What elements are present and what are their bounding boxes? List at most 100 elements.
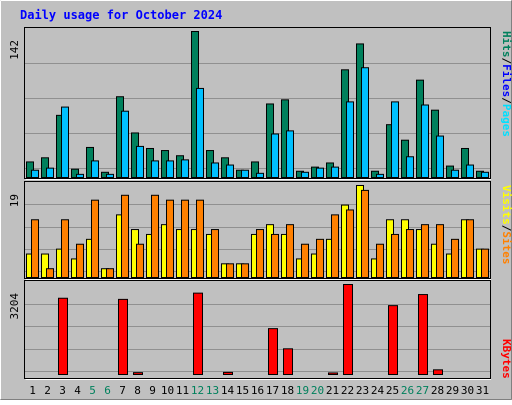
hits-panel-legend: Hits/Files/Pages (500, 31, 512, 137)
x-tick-label: 2 (44, 384, 51, 397)
hits-panel-ymax-label: 142 (8, 40, 21, 60)
x-tick-label: 24 (371, 384, 385, 397)
bar-files (466, 164, 474, 178)
bar-files (241, 169, 249, 178)
bar-files (61, 106, 69, 178)
bar-files (226, 164, 234, 178)
legend-item: Sites (500, 231, 512, 264)
bar-sites (211, 229, 219, 278)
x-tick-label: 16 (251, 384, 264, 397)
x-tick-label: 7 (119, 384, 126, 397)
bar-sites (121, 194, 129, 278)
bar-sites (241, 263, 249, 279)
bar-files (136, 145, 144, 178)
bar-files (31, 169, 39, 178)
chart-title: Daily usage for October 2024 (20, 8, 222, 22)
x-tick-label: 14 (221, 384, 235, 397)
bar-kbytes (433, 369, 443, 376)
bar-kbytes (223, 371, 233, 376)
bar-files (256, 172, 264, 179)
bar-visits (41, 253, 49, 279)
bar-sites (436, 224, 444, 279)
bar-sites (106, 268, 114, 279)
x-tick-label: 20 (311, 384, 324, 397)
bar-kbytes (343, 284, 353, 375)
x-tick-label: 8 (134, 384, 141, 397)
x-tick-label: 29 (446, 384, 459, 397)
bar-hits (461, 147, 469, 178)
kbytes-panel-frame (24, 280, 491, 379)
bar-kbytes (283, 348, 293, 376)
x-tick-label: 12 (191, 384, 204, 397)
bar-files (166, 160, 174, 179)
bar-files (181, 159, 189, 178)
bar-sites (46, 268, 54, 279)
bar-sites (61, 219, 69, 278)
legend-separator: / (500, 97, 512, 104)
x-tick-label: 28 (431, 384, 444, 397)
x-tick-label: 17 (266, 384, 279, 397)
bar-files (151, 160, 159, 179)
legend-item: Pages (500, 104, 512, 137)
bar-kbytes (58, 297, 68, 375)
x-tick-label: 27 (416, 384, 429, 397)
x-tick-label: 21 (326, 384, 339, 397)
bar-sites (151, 194, 159, 278)
visits-panel-frame (24, 181, 491, 279)
kbytes-panel-ymax-label: 3204 (8, 293, 21, 320)
bar-sites (451, 238, 459, 278)
bar-sites (361, 189, 369, 278)
x-tick-label: 18 (281, 384, 294, 397)
bar-sites (376, 243, 384, 279)
x-tick-label: 5 (89, 384, 96, 397)
bar-files (331, 166, 339, 178)
bar-sites (181, 199, 189, 278)
bar-files (451, 169, 459, 178)
x-tick-label: 30 (461, 384, 474, 397)
bar-kbytes (193, 292, 203, 376)
bar-sites (166, 199, 174, 278)
bar-sites (256, 229, 264, 278)
x-tick-label: 10 (161, 384, 174, 397)
legend-item: Hits (500, 31, 512, 58)
legend-item: Visits (500, 185, 512, 225)
bar-sites (466, 219, 474, 278)
x-tick-label: 6 (104, 384, 111, 397)
kbytes-panel-legend: KBytes (500, 339, 512, 379)
bar-sites (286, 224, 294, 279)
bar-sites (271, 233, 279, 279)
x-tick-label: 19 (296, 384, 309, 397)
bar-kbytes (133, 372, 143, 375)
x-tick-label: 25 (386, 384, 399, 397)
x-tick-label: 23 (356, 384, 369, 397)
x-tick-label: 11 (176, 384, 189, 397)
bar-sites (316, 238, 324, 278)
bar-files (421, 104, 429, 178)
legend-separator: / (500, 58, 512, 65)
x-tick-label: 9 (149, 384, 156, 397)
bar-sites (406, 229, 414, 278)
bar-files (46, 167, 54, 179)
bar-files (406, 156, 414, 178)
bar-files (361, 67, 369, 178)
x-tick-label: 4 (74, 384, 81, 397)
visits-panel-legend: Visits/Sites (500, 185, 512, 265)
bar-files (211, 162, 219, 179)
bar-files (286, 130, 294, 178)
bar-sites (196, 199, 204, 278)
bar-files (91, 160, 99, 179)
bar-hits (71, 168, 79, 179)
x-tick-label: 1 (29, 384, 36, 397)
legend-item: Files (500, 64, 512, 97)
bar-kbytes (418, 294, 428, 376)
bar-sites (346, 209, 354, 278)
bar-files (121, 110, 129, 178)
bar-files (436, 135, 444, 178)
hits-panel-frame (24, 27, 491, 179)
bar-files (376, 173, 384, 179)
bar-files (301, 171, 309, 178)
visits-panel-ymax-label: 19 (8, 194, 21, 207)
bar-sites (31, 219, 39, 278)
